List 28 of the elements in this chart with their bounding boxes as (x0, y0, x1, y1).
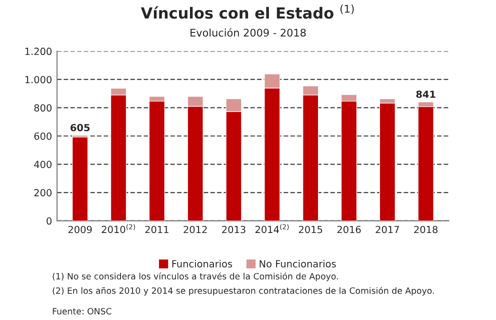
x-tick-label: 2010$^{(2)}$ (102, 224, 135, 234)
text: (2) En los años 2010 y 2014 se presupuestaron contrataciones de la Comisión de Apoyo. (52, 286, 434, 296)
y-tick-label: 400 (34, 160, 52, 168)
bar (379, 102, 396, 221)
x-tick-label: 2015 (298, 226, 322, 234)
y-tick-label: 600 (34, 132, 52, 140)
y-tick-label: 200 (34, 189, 52, 196)
total-label: 605 (70, 124, 90, 132)
bar (72, 136, 88, 221)
y-tick-label: 0 (46, 217, 52, 225)
y-tick-label: 800 (34, 104, 52, 112)
x-tick-label: 2009 (68, 226, 92, 234)
chart-title: Vínculos con el Estado $^{(1)}$ (140, 4, 354, 19)
x-tick-label: 2011 (145, 226, 168, 234)
y-tick-label: 1.200 (25, 48, 52, 56)
x-tick-label: 2016 (337, 226, 361, 234)
x-tick-label: 2013 (222, 226, 246, 234)
legend-label: No Funcionarios (260, 260, 336, 268)
y-tick-label: 1.000 (25, 76, 52, 84)
x-tick-label: 2017 (376, 226, 399, 234)
x-tick-label: 2014$^{(2)}$ (255, 224, 289, 234)
total-label: 841 (416, 90, 436, 98)
text: (1) No se considera los vínculos a través de la Comisión de Apoyo. (52, 272, 338, 282)
source-note: Fuente: ONSC (52, 308, 112, 314)
legend-label: Funcionarios (172, 260, 232, 268)
x-tick-label: 2018 (414, 226, 438, 234)
chart-subtitle: Evolución 2009 - 2018 (190, 28, 306, 37)
x-tick-label: 2012 (184, 226, 207, 234)
